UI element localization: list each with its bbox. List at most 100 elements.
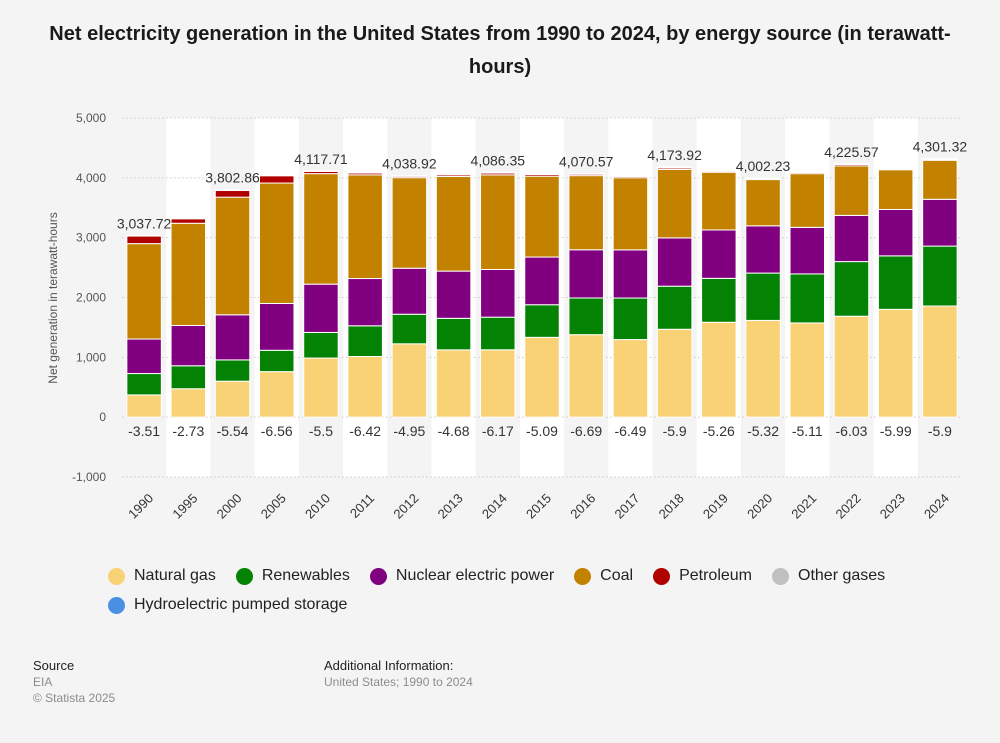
legend-item[interactable]: Hydroelectric pumped storage [108,595,347,615]
legend-item[interactable]: Nuclear electric power [369,566,554,586]
source-heading: Source [33,658,75,673]
bar-segment [524,256,560,306]
negative-value-label: -5.32 [747,423,779,439]
bar-total-label: 4,086.35 [471,152,526,168]
legend-item[interactable]: Other gases [772,566,885,586]
bar-total-label: 4,301.32 [913,139,968,155]
legend-swatch [574,567,592,585]
bar-segment [833,214,870,263]
bar-segment [258,302,295,351]
negative-value-label: -6.49 [614,423,646,439]
negative-value-label: -5.11 [792,423,823,439]
negative-value-label: -6.17 [482,423,514,439]
x-tick-label: 2014 [479,491,510,522]
y-tick-label: 4,000 [76,171,106,185]
bar-segment [258,371,295,418]
bar-segment [833,261,870,317]
bar-segment [789,171,826,174]
bar-segment [347,278,383,327]
x-tick-label: 2016 [567,491,598,522]
bar-segment [435,173,472,176]
bar-segment [170,218,207,224]
bar-segment [656,328,693,418]
bar-segment [170,325,207,367]
bar-segment [789,322,826,418]
bar-segment [303,331,339,359]
bar-segment [524,173,560,175]
bar-segment [391,343,428,418]
legend-item[interactable]: Renewables [235,566,350,586]
bar-segment [214,380,251,418]
negative-value-label: -2.73 [172,423,204,439]
stacked-bar-chart: -1,000 0 1,000 2,000 3,000 4,000 5,000 Net gene… [46,111,968,522]
bar-segment [701,229,737,279]
bar-segment [568,172,604,175]
bar-segment [391,177,428,269]
y-tick-label: 2,000 [76,291,106,305]
chart-legend: Natural gas Renewables Nuclear electric po… [108,566,928,615]
bar-segment [877,255,914,310]
bar-segment [258,174,295,177]
bar-segment [435,270,472,319]
bar-segment [391,313,428,345]
x-tick-label: 2012 [390,491,421,522]
legend-label: Renewables [261,567,350,584]
source-line-2: © Statista 2025 [33,691,116,705]
legend-swatch [108,567,125,585]
bar-segment [612,249,649,299]
bar-segment [480,171,516,174]
bar-segment [480,349,516,418]
bar-segment [789,226,826,275]
x-tick-label: 2011 [347,491,377,521]
bar-segment [435,176,472,272]
additional-info-text: United States; 1990 to 2024 [324,675,473,689]
bar-segment [789,273,826,324]
legend-swatch [772,567,789,585]
bar-segment [170,388,207,418]
bar-segment [701,321,737,418]
x-tick-label: 2013 [435,491,466,522]
negative-value-label: -5.5 [309,423,333,439]
bar-segment [568,297,604,336]
bar-segment [170,365,207,390]
bar-segment [833,165,870,216]
x-tick-label: 2005 [258,491,289,522]
legend-swatch [369,567,387,585]
legend-item[interactable]: Petroleum [653,566,752,586]
bar-segment [612,297,649,341]
x-tick-label: 2015 [523,491,554,522]
bar-segment [524,336,560,418]
bar-segment [524,304,560,338]
bar-segment [922,198,958,247]
bar-segment [922,245,958,307]
bar-segment [833,163,870,165]
bar-segment [126,234,162,237]
negative-value-label: -6.42 [349,423,381,439]
negative-value-label: -6.69 [570,423,602,439]
bar-segment [347,174,383,280]
bar-total-label: 4,225.57 [824,144,879,160]
bar-segment [877,167,914,170]
bar-segment [214,189,251,192]
bar-total-label: 3,037.72 [117,215,172,231]
bar-segment [303,283,339,333]
bar-segment [612,177,649,251]
bar-segment [745,272,781,321]
bar-segment [701,277,737,323]
bar-segment [745,179,781,227]
additional-info-block: Additional Information: United States; 1… [324,658,473,690]
legend-item[interactable]: Coal [574,566,633,586]
y-tick-label: 5,000 [76,111,106,125]
bar-segment [568,175,604,251]
bar-segment [745,319,781,418]
y-axis-label: Net generation in terawatt-hours [46,212,60,383]
bar-segment [656,237,693,287]
bar-segment [126,243,162,340]
bar-total-label: 4,038.92 [382,156,437,172]
bar-segment [656,168,693,239]
x-tick-label: 2024 [921,491,952,522]
legend-label: Hydroelectric pumped storage [134,596,348,613]
legend-item[interactable]: Natural gas [108,566,216,586]
bar-segment [347,325,383,357]
y-tick-label: -1,000 [72,470,106,484]
